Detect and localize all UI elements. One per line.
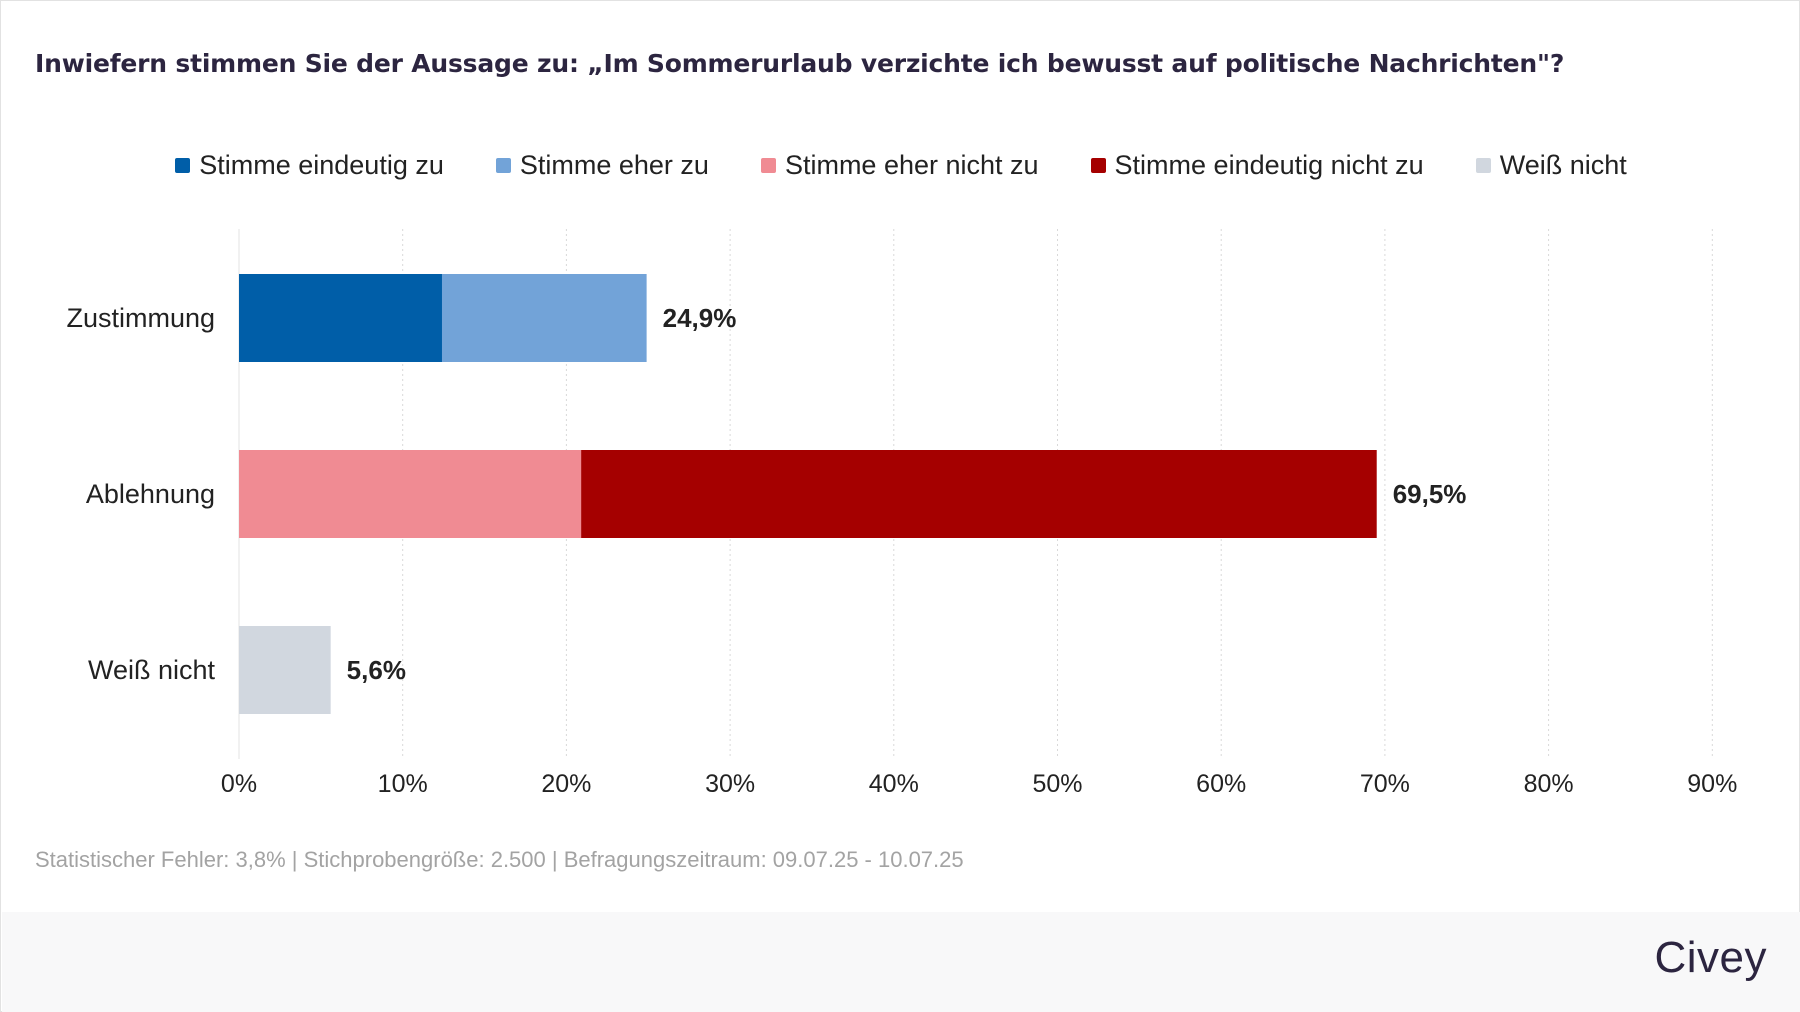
legend-swatch <box>1475 157 1491 173</box>
category-label: Zustimmung <box>66 303 215 333</box>
category-label: Ablehnung <box>86 479 215 509</box>
legend-item-eindeutig-nicht-zu[interactable]: Stimme eindeutig nicht zu <box>1090 149 1424 181</box>
legend-item-eindeutig-zu[interactable]: Stimme eindeutig zu <box>175 150 444 181</box>
bar-chart: 0% 10% 20% 30% 40% 50% 60% 70% 80% 90% Zustimmung 2… <box>66 229 1737 798</box>
legend-item-eher-zu[interactable]: Stimme eher zu <box>495 149 709 181</box>
legend-label: Stimme eindeutig zu <box>199 149 444 180</box>
x-tick-label: 50% <box>1032 770 1082 798</box>
legend-label: Stimme eher zu <box>519 149 709 180</box>
x-tick-label: 30% <box>705 770 755 798</box>
bar-segment <box>441 274 647 362</box>
bar-segment <box>581 450 1377 538</box>
civey-logo[interactable]: Civey <box>1654 933 1767 982</box>
x-tick-label: 60% <box>1196 770 1246 798</box>
x-tick-label: 40% <box>869 770 919 798</box>
bar-segment <box>239 626 331 714</box>
legend-item-weiss-nicht[interactable]: Weiß nicht <box>1475 149 1627 181</box>
category-label: Weiß nicht <box>88 655 216 685</box>
x-tick-label: 80% <box>1524 770 1574 798</box>
x-tick-label: 20% <box>541 770 591 798</box>
x-tick-label: 70% <box>1360 770 1410 798</box>
legend: Stimme eindeutig zu Stimme eher zu Stimm… <box>1 145 1800 185</box>
bar-segment <box>239 274 442 362</box>
legend-swatch <box>1090 157 1106 173</box>
legend-label: Stimme eindeutig nicht zu <box>1114 149 1424 180</box>
total-value-label: 5,6% <box>347 655 406 685</box>
x-tick-label: 90% <box>1687 770 1737 798</box>
legend-swatch <box>760 157 776 173</box>
footer-band <box>2 912 1800 1012</box>
legend-item-eher-nicht-zu[interactable]: Stimme eher nicht zu <box>760 149 1039 181</box>
x-tick-label: 0% <box>221 770 257 798</box>
legend-label: Weiß nicht <box>1499 149 1627 180</box>
x-tick-label: 10% <box>378 770 428 798</box>
legend-swatch <box>495 157 511 173</box>
bar-segment <box>239 450 582 538</box>
legend-swatch <box>175 157 191 173</box>
legend-label: Stimme eher nicht zu <box>784 149 1039 180</box>
chart-title: Inwiefern stimmen Sie der Aussage zu: „I… <box>35 49 1565 78</box>
footer-note: Statistischer Fehler: 3,8% | Stichproben… <box>35 847 964 872</box>
total-value-label: 69,5% <box>1393 479 1467 509</box>
total-value-label: 24,9% <box>663 303 737 333</box>
